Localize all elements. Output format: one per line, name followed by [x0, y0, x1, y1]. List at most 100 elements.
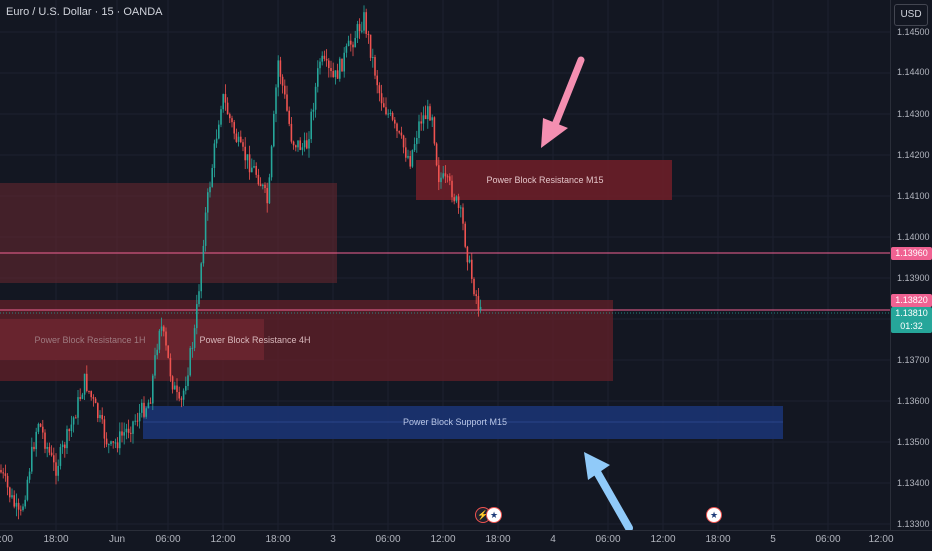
candle-body	[466, 246, 469, 263]
candle-body	[336, 70, 339, 79]
candle-body	[242, 142, 244, 147]
candle-body	[328, 60, 330, 69]
candle-body	[409, 156, 411, 167]
time-tick: 18:00	[705, 534, 731, 545]
candle-body	[268, 177, 271, 204]
price-tick: 1.13600	[897, 396, 930, 406]
candle-body	[229, 114, 231, 119]
candle-body	[174, 385, 176, 390]
candle-body	[330, 68, 332, 72]
time-tick: 3	[330, 534, 336, 545]
candle-body	[145, 408, 147, 417]
candle-body	[101, 414, 103, 420]
candle-body	[156, 349, 158, 356]
candle-body	[383, 103, 385, 108]
candle-body	[427, 106, 429, 120]
time-tick: Jun	[108, 534, 126, 545]
candle-body	[464, 223, 466, 247]
candle-body	[17, 502, 20, 510]
candle-body	[312, 109, 315, 112]
time-tick: 06:00	[155, 534, 181, 545]
zone-label-resistance-4h: Power Block Resistance 4H	[199, 335, 311, 345]
candle-body	[295, 145, 297, 148]
candle-body	[103, 419, 106, 439]
candle-body	[248, 154, 251, 173]
zone-label-resistance-m15: Power Block Resistance M15	[486, 175, 604, 185]
candle-body	[350, 40, 352, 45]
candle-body	[90, 391, 92, 398]
candle-body	[286, 94, 288, 111]
price-scale[interactable]: 1.14500 1.14400 1.14300 1.14200 1.14100 …	[890, 0, 932, 530]
candle-body	[92, 397, 95, 399]
candle-body	[240, 136, 242, 143]
candle-body	[429, 106, 431, 121]
candle-body	[262, 184, 264, 187]
candle-body	[420, 121, 422, 124]
price-chart[interactable]	[0, 0, 890, 530]
candle-body	[363, 12, 365, 31]
zone-resistance-m15[interactable]	[416, 160, 672, 200]
price-tick: 1.13700	[897, 355, 930, 365]
candle-body	[66, 429, 68, 449]
time-scale[interactable]: :00 18:00 Jun 06:00 12:00 18:00 3 06:00 …	[0, 530, 932, 551]
candle-body	[167, 345, 169, 358]
candle-body	[292, 141, 295, 146]
candle-body	[220, 109, 222, 125]
blue-arrow-annotation[interactable]	[584, 452, 633, 530]
candle-body	[299, 140, 301, 150]
candle-body	[352, 44, 354, 48]
candle-body	[158, 330, 161, 350]
candle-body	[422, 115, 425, 124]
currency-button[interactable]: USD	[894, 4, 928, 26]
candle-body	[264, 184, 266, 189]
candle-body	[61, 444, 64, 448]
time-tick: 12:00	[868, 534, 894, 545]
candle-body	[479, 306, 482, 310]
candle-body	[154, 355, 156, 376]
candle-body	[477, 296, 480, 310]
candle-body	[321, 55, 323, 62]
candle-body	[163, 326, 165, 332]
price-tick: 1.14500	[897, 27, 930, 37]
zone-resistance-1h[interactable]	[0, 183, 337, 283]
candle-body	[189, 348, 191, 376]
candle-body	[182, 390, 185, 400]
candle-body	[224, 94, 227, 103]
candle-body	[2, 472, 4, 474]
candle-body	[119, 431, 121, 449]
candle-body	[394, 119, 396, 124]
price-tick: 1.13400	[897, 478, 930, 488]
us-flag-icon[interactable]: ★	[706, 507, 722, 523]
symbol-title[interactable]: Euro / U.S. Dollar · 15 · OANDA	[6, 6, 163, 18]
last-price-tag[interactable]: 1.13810 01:32	[891, 307, 932, 333]
pink-arrow-annotation[interactable]	[541, 56, 585, 148]
candle-body	[438, 165, 440, 183]
candle-body	[281, 76, 284, 86]
candle-body	[389, 112, 392, 114]
candle-body	[449, 176, 451, 181]
candle-body	[0, 470, 2, 473]
candle-body	[347, 40, 350, 47]
candle-body	[193, 328, 196, 348]
zone-resistance-1h-lower[interactable]	[0, 319, 264, 360]
candle-body	[35, 431, 37, 450]
zone-label-support-m15: Power Block Support M15	[402, 417, 508, 427]
price-tag-level-low[interactable]: 1.13820	[891, 294, 932, 307]
candle-body	[207, 192, 209, 213]
candle-body	[356, 24, 359, 38]
zone-support-m15[interactable]	[143, 406, 783, 439]
chart-area[interactable]: Euro / U.S. Dollar · 15 · OANDA Power Bl…	[0, 0, 890, 530]
price-tag-level-high[interactable]: 1.13960	[891, 247, 932, 260]
candle-body	[114, 442, 117, 444]
us-flag-icon[interactable]: ★	[486, 507, 502, 523]
time-tick: 06:00	[815, 534, 841, 545]
candle-body	[198, 291, 200, 305]
candle-body	[367, 33, 370, 35]
candle-body	[365, 12, 367, 34]
candle-body	[372, 57, 374, 59]
candle-body	[11, 495, 13, 498]
time-tick: 06:00	[595, 534, 621, 545]
candle-body	[358, 24, 361, 32]
candle-body	[70, 424, 73, 432]
candle-body	[121, 431, 123, 436]
